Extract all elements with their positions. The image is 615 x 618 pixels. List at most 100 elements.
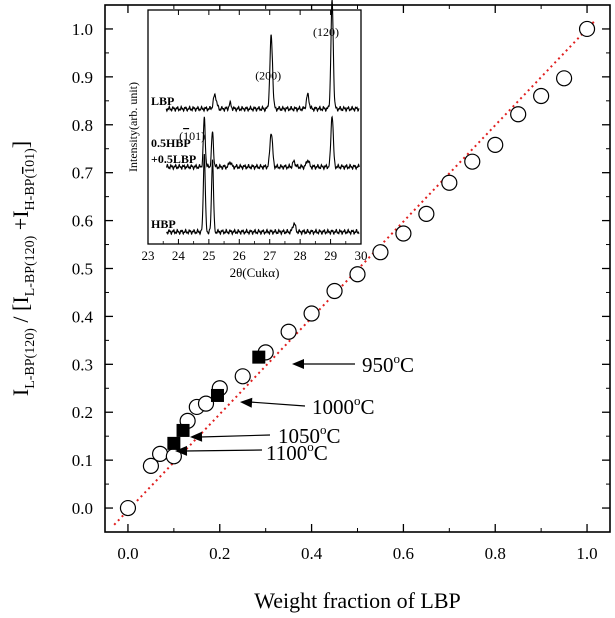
data-point-open-circle: [395, 225, 412, 242]
data-point-open-circle: [510, 106, 527, 123]
annotation-value: 1050: [278, 424, 320, 448]
data-point-open-circle: [464, 153, 481, 170]
data-point-open-circle: [119, 499, 137, 517]
x-tick-label: 0.2: [209, 544, 230, 563]
inset-peak-label-part: (: [179, 129, 183, 143]
inset-peak-label: (200): [255, 68, 281, 82]
inset-x-tick-label: 27: [263, 248, 277, 263]
y-label-part: +I: [8, 210, 33, 235]
annotation-unit: C: [327, 424, 341, 448]
data-point-open-circle: [441, 174, 458, 191]
inset-x-axis-label: 2θ(Cukα): [230, 265, 280, 280]
annotation-unit: C: [361, 395, 375, 419]
inset-series-label: LBP: [151, 94, 174, 108]
x-tick-label: 0.0: [117, 544, 138, 563]
y-tick-label: 0.4: [72, 307, 94, 326]
y-tick-label: 0.2: [72, 403, 93, 422]
inset-spectrum-line: [166, 115, 360, 171]
data-point-open-circle: [151, 445, 169, 463]
inset-series-label: 0.5HBP +0.5LBP: [151, 136, 196, 166]
x-tick-label: 0.8: [485, 544, 506, 563]
data-point-open-circle: [555, 70, 573, 87]
inset-frame: [147, 9, 362, 245]
inset-x-tick-label: 28: [294, 248, 307, 263]
y-tick-label: 0.6: [72, 212, 93, 231]
annotation-unit: C: [400, 353, 414, 377]
inset-series-label-line: LBP: [151, 94, 174, 108]
data-point-open-circle: [578, 20, 596, 38]
inset-peak-label-part: (120): [313, 25, 339, 39]
annotation-label: 1050oC: [278, 422, 341, 448]
y-tick-label: 0.8: [72, 116, 93, 135]
data-point-open-circle: [280, 323, 297, 340]
annotation-arrow-shaft: [249, 401, 306, 407]
inset-peak-label: (101): [179, 129, 205, 143]
inset-series-label-line: +0.5LBP: [151, 152, 196, 166]
inset-peak-label: (120): [313, 25, 339, 39]
main-plot: 0.0 0.2 0.4 0.6 0.8 1.0 0.0 0.1 0.2 0.3 0.4 0.5 0.6 0…: [8, 4, 611, 613]
inset-series-label-line: HBP: [151, 217, 176, 231]
inset-series-label: HBP: [151, 217, 176, 231]
fit-line: [113, 18, 597, 526]
y-label-part: I: [8, 389, 33, 396]
x-tick-label: 0.4: [301, 544, 323, 563]
y-label-sub: 01): [23, 148, 38, 167]
y-tick-label: 0.1: [72, 451, 93, 470]
annotation-arrow-head: [190, 431, 203, 442]
inset-x-tick-label: 25: [202, 248, 215, 263]
inset-x-tick-label: 23: [142, 248, 155, 263]
annotation-label: 1100oC: [266, 439, 328, 465]
data-point-open-circle: [418, 205, 435, 222]
annotation-arrow-head: [175, 445, 188, 456]
data-point-open-circle: [303, 305, 320, 322]
inset-peak-label-part: 01): [189, 129, 205, 143]
y-axis-label: IL-BP(120) / [IL-BP(120) +IH-BP(101)]: [8, 141, 38, 396]
inset-x-tick-label: 29: [324, 248, 337, 263]
inset-x-tick-label: 24: [172, 248, 186, 263]
y-tick-label: 0.7: [72, 164, 94, 183]
annotation-value: 1000: [312, 395, 354, 419]
data-point-open-circle: [326, 282, 343, 300]
annotation-value: 950: [362, 353, 394, 377]
inset-peak-label-overbar: 1: [183, 129, 189, 143]
inset-x-tick-label: 26: [233, 248, 247, 263]
annotation-degree: o: [307, 439, 314, 454]
y-tick-label: 0.9: [72, 68, 93, 87]
y-label-sub: L-BP(120): [23, 235, 38, 296]
y-label-part: ]: [8, 141, 33, 148]
data-point-open-circle: [349, 266, 366, 283]
x-tick-label: 0.6: [393, 544, 414, 563]
data-point-open-circle: [234, 368, 251, 385]
annotation-degree: o: [354, 393, 361, 408]
annotation-unit: C: [314, 441, 328, 465]
annotation-label: 1000oC: [312, 393, 375, 419]
data-point-open-circle: [142, 457, 160, 474]
data-point-open-circle: [372, 244, 389, 261]
data-point-filled-square: [167, 436, 181, 450]
data-point-open-circle: [487, 136, 504, 153]
data-point-filled-square: [210, 388, 224, 402]
y-tick-label: 0.0: [72, 499, 93, 518]
annotation-arrow-head: [240, 397, 253, 408]
y-label-sub: L-BP(120): [23, 328, 38, 389]
annotation-label: 950oC: [362, 351, 414, 377]
inset-peak-label-part: (200): [255, 68, 281, 82]
data-point-filled-square: [252, 350, 266, 364]
annotation-degree: o: [320, 422, 327, 437]
inset-x-tick-label: 30: [355, 248, 368, 263]
y-tick-label: 0.5: [72, 260, 93, 279]
annotation-arrow-shaft: [184, 449, 263, 452]
y-label-sub-overbar: 1: [23, 167, 38, 174]
annotation-degree: o: [394, 351, 401, 366]
data-point-open-circle: [533, 87, 550, 105]
y-tick-label: 1.0: [72, 20, 93, 39]
data-point-open-circle: [197, 395, 215, 412]
y-tick-label: 0.3: [72, 355, 93, 374]
inset-series-label-line: 0.5HBP: [151, 136, 191, 150]
y-label-part: / [I: [8, 296, 33, 328]
annotation-arrow-shaft: [199, 434, 271, 438]
data-point-filled-square: [176, 423, 190, 437]
x-axis-label: Weight fraction of LBP: [254, 588, 461, 613]
y-label-sub: H-BP(: [23, 174, 38, 211]
